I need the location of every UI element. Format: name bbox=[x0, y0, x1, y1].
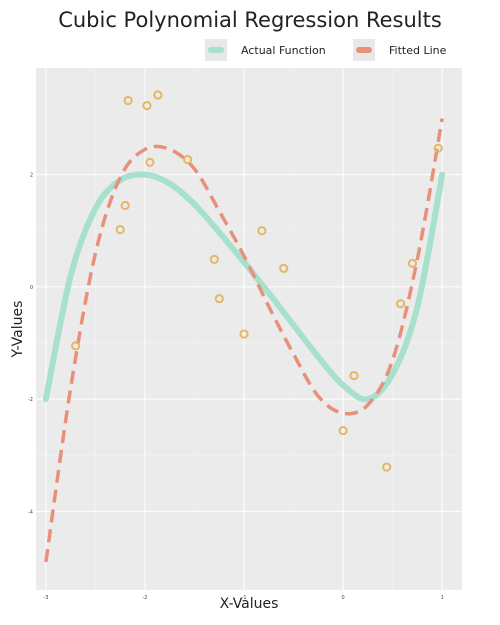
legend-swatch-fitted bbox=[356, 47, 372, 53]
tick-labels: -3 -2 -1 0 1 -4 -2 0 2 bbox=[28, 173, 444, 601]
data-point bbox=[120, 200, 130, 211]
panel-background bbox=[36, 68, 462, 590]
data-point bbox=[142, 101, 152, 111]
y-tick-label: -2 bbox=[28, 397, 33, 403]
data-point bbox=[382, 462, 392, 472]
data-point bbox=[395, 299, 406, 309]
x-tick-label: -1 bbox=[242, 595, 247, 601]
data-point bbox=[123, 95, 133, 106]
series-layer bbox=[42, 118, 446, 563]
data-point bbox=[182, 154, 193, 165]
data-point bbox=[239, 329, 249, 339]
x-axis-title: X-Values bbox=[220, 596, 279, 612]
legend-item-fitted: Fitted Line bbox=[353, 38, 446, 62]
legend-item-actual: Actual Function bbox=[205, 38, 326, 62]
y-tick-label: 2 bbox=[30, 173, 33, 179]
series-line-actual-function bbox=[42, 171, 446, 403]
legend-key-fitted bbox=[353, 39, 375, 61]
data-point bbox=[71, 341, 81, 351]
x-tick-label: 1 bbox=[441, 595, 444, 601]
data-point bbox=[349, 370, 359, 381]
data-point bbox=[338, 425, 348, 436]
legend-label-actual: Actual Function bbox=[241, 43, 326, 57]
y-tick-label: 0 bbox=[30, 285, 33, 291]
data-point bbox=[257, 226, 267, 236]
legend-label-fitted: Fitted Line bbox=[389, 43, 447, 57]
series-line-fitted-line bbox=[44, 118, 444, 563]
data-points bbox=[71, 90, 443, 472]
data-point bbox=[279, 263, 289, 273]
data-point bbox=[153, 90, 163, 100]
legend-swatch-actual bbox=[208, 47, 224, 53]
data-point bbox=[145, 157, 155, 167]
legend-key-actual bbox=[205, 39, 227, 61]
data-point bbox=[115, 225, 125, 235]
grid-lines bbox=[36, 68, 462, 590]
data-point bbox=[209, 254, 219, 264]
data-point bbox=[433, 143, 443, 153]
data-point bbox=[407, 258, 418, 268]
data-point bbox=[214, 294, 224, 304]
x-tick-label: -2 bbox=[142, 595, 147, 601]
chart-title: Cubic Polynomial Regression Results bbox=[58, 8, 442, 32]
y-axis-title: Y-Values bbox=[10, 301, 26, 359]
x-tick-label: 0 bbox=[342, 595, 345, 601]
y-tick-label: -4 bbox=[28, 509, 33, 515]
x-tick-label: -3 bbox=[43, 595, 48, 601]
